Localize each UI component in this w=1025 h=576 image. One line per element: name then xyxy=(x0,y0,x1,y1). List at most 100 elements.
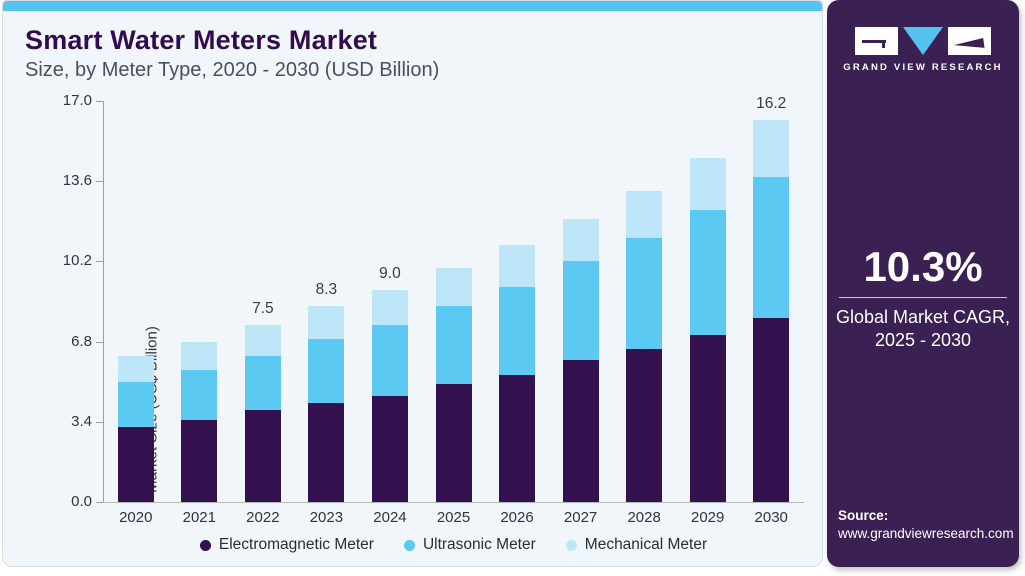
page-subtitle: Size, by Meter Type, 2020 - 2030 (USD Bi… xyxy=(25,59,440,81)
segment-2027-ultrasonic-meter xyxy=(562,261,599,361)
segment-2025-electromagnetic-meter xyxy=(435,383,472,502)
cagr-value: 10.3% xyxy=(863,243,983,290)
segment-2030-electromagnetic-meter xyxy=(753,318,790,502)
x-tick-label-2020: 2020 xyxy=(119,509,153,526)
legend-item-ultrasonic-meter: Ultrasonic Meter xyxy=(403,536,536,554)
legend-dot-icon xyxy=(565,539,577,551)
segment-2026-ultrasonic-meter xyxy=(499,287,536,375)
bar-2023 xyxy=(308,306,345,502)
segment-2020-electromagnetic-meter xyxy=(117,426,154,502)
cagr-label-line1: Global Market CAGR, xyxy=(835,307,1011,327)
legend-item-electromagnetic-meter: Electromagnetic Meter xyxy=(199,536,374,554)
segment-2023-ultrasonic-meter xyxy=(308,339,345,403)
y-tick-mark xyxy=(96,181,103,183)
page-title: Smart Water Meters Market xyxy=(25,25,378,55)
plot-area: Market Size (US$ Billion) 17.013.610.26.… xyxy=(63,92,804,526)
segment-2021-ultrasonic-meter xyxy=(181,370,218,420)
segment-2030-ultrasonic-meter xyxy=(753,176,790,319)
bar-2020 xyxy=(117,356,154,502)
segment-2028-ultrasonic-meter xyxy=(626,238,663,349)
y-tick-mark xyxy=(96,502,103,503)
y-tick-mark xyxy=(96,341,103,343)
legend-label: Mechanical Meter xyxy=(584,536,708,553)
segment-2029-electromagnetic-meter xyxy=(689,334,726,502)
segment-2020-mechanical-meter xyxy=(117,356,154,382)
x-tick-label-2029: 2029 xyxy=(690,509,725,526)
bar-total-label-2024: 9.0 xyxy=(379,265,401,282)
bar-total-label-2030: 16.2 xyxy=(756,95,787,112)
legend-label: Electromagnetic Meter xyxy=(218,536,374,553)
x-tick-label-2030: 2030 xyxy=(754,509,788,526)
segment-2024-mechanical-meter xyxy=(371,290,408,326)
cagr-divider xyxy=(839,297,1007,298)
bar-total-label-2022: 7.5 xyxy=(252,300,274,317)
bar-2025 xyxy=(435,268,472,502)
segment-2021-mechanical-meter xyxy=(181,342,218,371)
bar-2027 xyxy=(562,219,599,502)
x-tick-label-2024: 2024 xyxy=(373,509,407,526)
segment-2022-mechanical-meter xyxy=(244,325,281,356)
y-tick-mark xyxy=(96,101,103,102)
top-accent-bar xyxy=(3,1,822,11)
y-tick-label-17.0: 17.0 xyxy=(62,92,92,109)
segment-2023-electromagnetic-meter xyxy=(308,402,345,502)
source-block: Source: www.grandviewresearch.com xyxy=(838,508,1014,541)
logo-v-icon xyxy=(903,27,943,55)
bar-2021 xyxy=(181,342,218,502)
sidebar: GRAND VIEW RESEARCH 10.3% Global Market … xyxy=(827,0,1019,567)
segment-2022-electromagnetic-meter xyxy=(244,409,281,502)
y-tick-label-13.6: 13.6 xyxy=(62,172,92,190)
segment-2027-mechanical-meter xyxy=(562,219,599,262)
source-label: Source: xyxy=(838,508,889,523)
segment-2020-ultrasonic-meter xyxy=(117,381,154,427)
segment-2028-electromagnetic-meter xyxy=(626,348,663,502)
legend-item-mechanical-meter: Mechanical Meter xyxy=(565,536,708,554)
segment-2025-mechanical-meter xyxy=(435,268,472,306)
bar-2026 xyxy=(499,245,536,502)
y-tick-label-6.8: 6.8 xyxy=(71,332,92,350)
segment-2024-electromagnetic-meter xyxy=(371,395,408,502)
x-axis-line xyxy=(96,502,804,503)
y-tick-label-3.4: 3.4 xyxy=(71,412,92,430)
x-tick-label-2027: 2027 xyxy=(563,509,598,526)
segment-2026-mechanical-meter xyxy=(499,245,536,288)
y-tick-mark xyxy=(96,261,103,263)
brand-name: GRAND VIEW RESEARCH xyxy=(843,62,1003,73)
y-tick-label-0.0: 0.0 xyxy=(71,493,92,510)
segment-2022-ultrasonic-meter xyxy=(244,355,281,410)
segment-2024-ultrasonic-meter xyxy=(371,325,408,396)
x-tick-label-2022: 2022 xyxy=(246,509,280,526)
bar-2024 xyxy=(371,290,408,502)
bar-2028 xyxy=(626,191,663,502)
y-axis-line xyxy=(103,101,104,503)
segment-2029-ultrasonic-meter xyxy=(689,209,726,335)
logo-g-icon xyxy=(855,27,898,55)
cagr-label-line2: 2025 - 2030 xyxy=(874,330,972,350)
segment-2029-mechanical-meter xyxy=(689,158,726,210)
x-tick-label-2025: 2025 xyxy=(436,509,471,526)
legend-dot-icon xyxy=(199,539,211,551)
segment-2027-electromagnetic-meter xyxy=(562,360,599,502)
x-tick-label-2028: 2028 xyxy=(627,509,661,526)
legend-label: Ultrasonic Meter xyxy=(422,536,536,553)
segment-2023-mechanical-meter xyxy=(308,306,345,340)
gvr-logo xyxy=(827,27,1019,55)
y-tick-mark xyxy=(96,421,103,423)
bar-2022 xyxy=(244,325,281,502)
bar-2030 xyxy=(753,120,790,502)
segment-2025-ultrasonic-meter xyxy=(435,305,472,384)
logo-r-icon xyxy=(948,27,991,55)
chart-card: Smart Water Meters Market Size, by Meter… xyxy=(2,0,823,567)
segment-2028-mechanical-meter xyxy=(626,191,663,239)
chart-legend: Electromagnetic Meter Ultrasonic Meter Mec… xyxy=(104,536,803,554)
segment-2026-electromagnetic-meter xyxy=(499,374,536,502)
source-url[interactable]: www.grandviewresearch.com xyxy=(838,526,1014,541)
bar-2029 xyxy=(689,158,726,502)
legend-dot-icon xyxy=(403,539,415,551)
segment-2021-electromagnetic-meter xyxy=(181,419,218,502)
x-tick-label-2023: 2023 xyxy=(309,509,344,526)
x-tick-label-2021: 2021 xyxy=(182,509,216,526)
y-tick-label-10.2: 10.2 xyxy=(62,252,92,270)
bar-total-label-2023: 8.3 xyxy=(315,281,338,298)
